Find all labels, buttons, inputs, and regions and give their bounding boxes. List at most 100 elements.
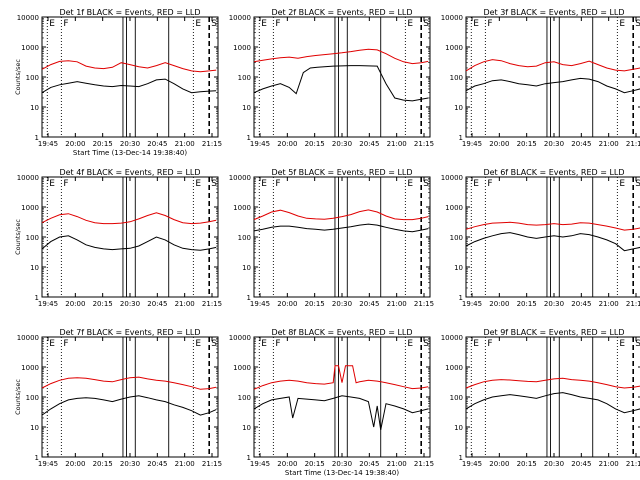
x-tick-label: 20:00	[65, 300, 85, 308]
event-marker-label: F	[63, 179, 68, 189]
series-line-lld	[465, 221, 640, 231]
x-tick-label: 20:30	[544, 140, 564, 148]
panel-det-9: Det 9f BLACK = Events, RED = LLD 1 10 100 10…	[441, 328, 640, 468]
event-marker-label: E	[261, 339, 267, 349]
x-tick-label: 21:00	[175, 300, 195, 308]
event-marker-label: E	[49, 339, 55, 349]
x-tick-label: 19:45	[250, 140, 270, 148]
x-tick-label: 20:45	[147, 300, 167, 308]
x-tick-label: 20:30	[332, 460, 352, 468]
event-marker-label: F	[487, 179, 492, 189]
y-tick-label: 1000	[445, 364, 463, 372]
event-marker-label: S	[423, 339, 429, 349]
y-tick-label: 1000	[233, 204, 251, 212]
event-marker-label: E	[49, 19, 55, 29]
y-tick-label: 1	[35, 454, 39, 462]
event-marker-label: F	[487, 19, 492, 29]
event-marker-label: E	[619, 339, 625, 349]
event-marker-label: E	[619, 179, 625, 189]
series-line-events	[465, 232, 640, 252]
series-line-events	[253, 65, 429, 102]
series-line-lld	[41, 212, 217, 225]
event-marker-label: E	[407, 339, 413, 349]
x-tick-label: 21:15	[626, 140, 640, 148]
panel-det-7: Det 7f BLACK = Events, RED = LLD 1 10 100 10…	[14, 328, 222, 468]
series-line-events	[465, 77, 640, 94]
y-tick-label: 1	[459, 454, 463, 462]
panel-det-1: Det 1f BLACK = Events, RED = LLD 1 10 100 10…	[14, 8, 222, 157]
event-marker-label: E	[473, 19, 479, 29]
y-tick-label: 10000	[17, 14, 39, 22]
y-tick-label: 10	[30, 104, 39, 112]
y-tick-label: 1	[459, 134, 463, 142]
panel-title: Det 7f BLACK = Events, RED = LLD	[59, 328, 200, 337]
x-tick-label: 20:15	[93, 300, 113, 308]
series-line-events	[41, 395, 217, 416]
event-marker-label: E	[261, 179, 267, 189]
y-tick-label: 100	[26, 234, 39, 242]
x-tick-label: 20:30	[544, 300, 564, 308]
x-tick-label: 20:30	[544, 460, 564, 468]
x-tick-label: 21:15	[414, 300, 434, 308]
x-tick-label: 20:15	[305, 460, 325, 468]
event-marker-label: S	[635, 179, 640, 189]
event-marker-label: E	[195, 339, 201, 349]
event-marker-label: S	[211, 339, 217, 349]
event-marker-label: E	[407, 19, 413, 29]
y-axis-label: Counts/sec	[14, 219, 22, 255]
panel-title: Det 3f BLACK = Events, RED = LLD	[483, 8, 624, 17]
x-tick-label: 19:45	[38, 460, 58, 468]
y-tick-label: 100	[450, 74, 463, 82]
series-line-events	[465, 392, 640, 414]
x-tick-label: 20:00	[489, 460, 509, 468]
series-line-events	[253, 223, 429, 233]
series-line-lld	[41, 376, 217, 390]
event-marker-label: F	[63, 339, 68, 349]
y-tick-label: 10	[454, 264, 463, 272]
x-tick-label: 20:00	[65, 140, 85, 148]
panel-det-2: Det 2f BLACK = Events, RED = LLD 1 10 100 10…	[229, 8, 434, 148]
plot-frame	[41, 176, 219, 298]
panel-title: Det 2f BLACK = Events, RED = LLD	[271, 8, 412, 17]
x-tick-label: 19:45	[462, 460, 482, 468]
plot-frame	[465, 16, 640, 138]
x-tick-label: 20:15	[305, 300, 325, 308]
series-line-events	[253, 395, 429, 430]
series-line-lld	[465, 377, 640, 389]
x-tick-label: 20:45	[359, 300, 379, 308]
y-tick-label: 1	[459, 294, 463, 302]
x-tick-label: 20:00	[277, 300, 297, 308]
x-tick-label: 21:15	[202, 300, 222, 308]
x-tick-label: 19:45	[250, 460, 270, 468]
event-marker-label: E	[619, 19, 625, 29]
y-tick-label: 10	[454, 424, 463, 432]
y-tick-label: 1	[35, 294, 39, 302]
series-line-lld	[253, 48, 429, 65]
y-tick-label: 10	[242, 424, 251, 432]
y-tick-label: 10000	[441, 174, 463, 182]
x-tick-label: 19:45	[38, 300, 58, 308]
y-tick-label: 10	[242, 104, 251, 112]
panel-title: Det 5f BLACK = Events, RED = LLD	[271, 168, 412, 177]
y-tick-label: 100	[238, 394, 251, 402]
x-tick-label: 21:00	[599, 140, 619, 148]
panel-title: Det 6f BLACK = Events, RED = LLD	[483, 168, 624, 177]
x-tick-label: 21:00	[599, 300, 619, 308]
y-tick-label: 1000	[21, 44, 39, 52]
x-tick-label: 20:00	[489, 300, 509, 308]
event-marker-label: S	[635, 339, 640, 349]
plot-frame	[465, 176, 640, 298]
y-tick-label: 10000	[441, 14, 463, 22]
x-tick-label: 21:00	[175, 140, 195, 148]
x-tick-label: 20:00	[65, 460, 85, 468]
event-marker-label: S	[423, 179, 429, 189]
x-tick-label: 20:00	[277, 460, 297, 468]
x-tick-label: 19:45	[462, 300, 482, 308]
x-tick-label: 20:30	[120, 300, 140, 308]
x-tick-label: 21:15	[202, 460, 222, 468]
x-tick-label: 21:15	[626, 460, 640, 468]
x-tick-label: 21:15	[626, 300, 640, 308]
x-tick-label: 20:45	[359, 460, 379, 468]
plot-frame	[253, 336, 431, 458]
